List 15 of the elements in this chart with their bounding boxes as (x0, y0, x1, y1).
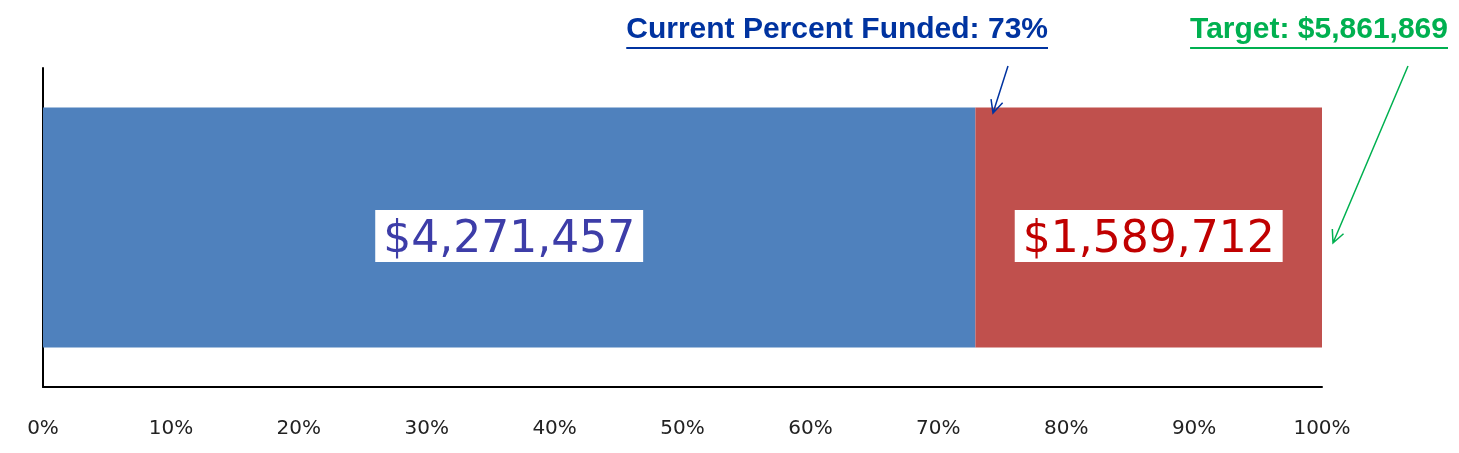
x-tick-label: 100% (1293, 415, 1351, 439)
x-tick-label: 70% (916, 415, 961, 439)
x-tick-label: 90% (1171, 415, 1217, 439)
text: Current Percent Funded: 73% (626, 10, 1048, 44)
x-tick-label: 0% (27, 415, 59, 439)
x-tick-label: 50% (660, 415, 705, 439)
annotation: $4,271,457 (383, 210, 636, 262)
annotation: $1,589,712 (1022, 210, 1275, 262)
text: Target: $5,861,869 (1190, 10, 1448, 44)
x-tick-label: 80% (1043, 415, 1089, 439)
x-tick-label: 40% (532, 415, 577, 439)
x-tick-label: 20% (276, 415, 322, 439)
x-tick-label: 30% (404, 415, 449, 439)
x-tick-label: 10% (148, 415, 194, 439)
x-tick-label: 60% (788, 415, 833, 439)
